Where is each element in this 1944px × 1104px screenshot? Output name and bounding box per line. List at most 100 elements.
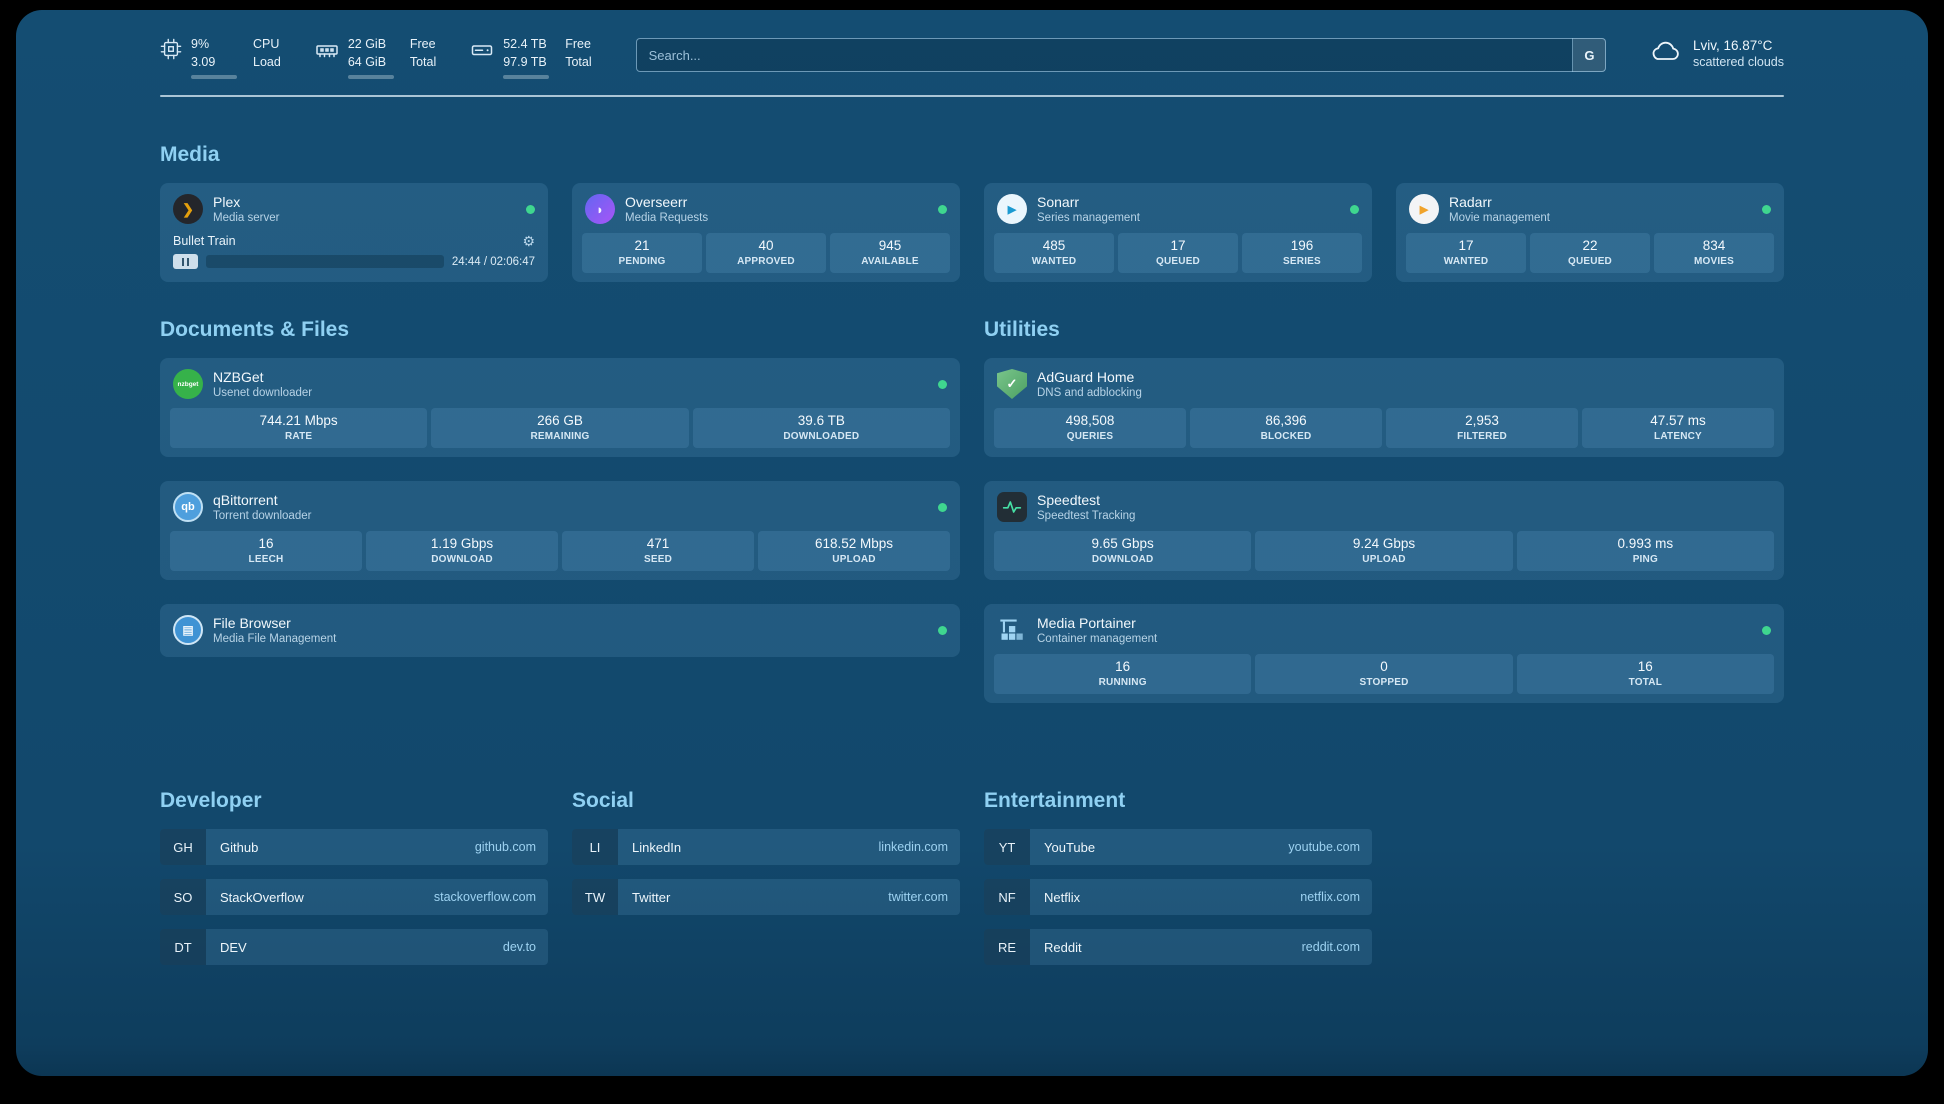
search-provider-button[interactable]: G xyxy=(1571,38,1606,72)
service-link-portainer[interactable]: Media Portainer Container management xyxy=(994,613,1774,654)
stat-label: SEED xyxy=(643,554,673,565)
now-playing-row: Bullet Train ⚙ xyxy=(170,233,538,248)
bookmark-name: LinkedIn xyxy=(632,839,682,855)
bookmark-youtube[interactable]: YT YouTube youtube.com xyxy=(984,829,1372,865)
stat-value: 9.24 Gbps xyxy=(1352,536,1416,551)
stat-box: 9.65 Gbps DOWNLOAD xyxy=(994,531,1252,571)
service-card-nzbget: nzbget NZBGet Usenet downloader 744.21 M… xyxy=(160,358,960,457)
stat-value: 498,508 xyxy=(1065,413,1115,428)
disk-readout: 52.4 TB Free 97.9 TB Total xyxy=(503,36,592,79)
service-meta: File Browser Media File Management xyxy=(213,615,336,645)
bookmark-url: youtube.com xyxy=(1288,840,1360,854)
bookmark-stackoverflow[interactable]: SO StackOverflow stackoverflow.com xyxy=(160,879,548,915)
stat-box: 618.52 Mbps UPLOAD xyxy=(758,531,950,571)
disk-free-value: 52.4 TB xyxy=(503,37,547,51)
stat-box: 21 PENDING xyxy=(582,233,702,273)
sonarr-icon: ▶ xyxy=(997,194,1027,224)
stats-row: 498,508 QUERIES 86,396 BLOCKED 2,953 FIL… xyxy=(994,408,1774,448)
search-input[interactable] xyxy=(635,38,1606,72)
radarr-icon: ▶ xyxy=(1409,194,1439,224)
cloud-icon xyxy=(1650,38,1682,69)
service-card-qbittorrent: qb qBittorrent Torrent downloader 16 LEE… xyxy=(160,481,960,580)
bookmark-group-empty xyxy=(1396,789,1784,979)
memory-total-value: 64 GiB xyxy=(347,54,387,69)
status-dot xyxy=(938,502,947,512)
stat-box: 40 APPROVED xyxy=(706,233,826,273)
plex-icon: ❯ xyxy=(173,194,203,224)
stat-label: UPLOAD xyxy=(832,554,876,565)
pause-button[interactable] xyxy=(173,254,198,269)
bookmark-abbr: NF xyxy=(984,879,1030,915)
service-link-overseerr[interactable]: ◗ Overseerr Media Requests xyxy=(582,192,950,233)
service-link-adguard[interactable]: ✓ AdGuard Home DNS and adblocking xyxy=(994,367,1774,408)
stat-box: 16 RUNNING xyxy=(994,654,1252,694)
weather-widget: Lviv, 16.87°C scattered clouds xyxy=(1650,38,1784,69)
service-name: File Browser xyxy=(213,615,291,631)
stat-value: 945 xyxy=(878,238,902,253)
bookmark-reddit[interactable]: RE Reddit reddit.com xyxy=(984,929,1372,965)
service-meta: Overseerr Media Requests xyxy=(625,194,708,224)
stat-box: 2,953 FILTERED xyxy=(1386,408,1578,448)
stat-label: REMAINING xyxy=(530,431,590,442)
plex-glyph: ❯ xyxy=(182,200,194,217)
utilities-column: Utilities ✓ AdGuard Home DNS and adblock… xyxy=(984,318,1784,727)
service-name: Overseerr xyxy=(625,194,688,210)
stats-row: 744.21 Mbps RATE 266 GB REMAINING 39.6 T… xyxy=(170,408,950,448)
bookmark-linkedin[interactable]: LI LinkedIn linkedin.com xyxy=(572,829,960,865)
service-link-qbittorrent[interactable]: qb qBittorrent Torrent downloader xyxy=(170,490,950,531)
stats-row: 16 RUNNING 0 STOPPED 16 TOTAL xyxy=(994,654,1774,694)
stat-box: 498,508 QUERIES xyxy=(994,408,1186,448)
stat-label: UPLOAD xyxy=(1362,554,1406,565)
disk-free-label: Free xyxy=(565,37,591,51)
stat-box: 0 STOPPED xyxy=(1255,654,1513,694)
stat-value: 86,396 xyxy=(1265,413,1307,428)
filebrowser-icon: ▤ xyxy=(173,615,203,645)
media-grid: ❯ Plex Media server Bullet Train ⚙ xyxy=(160,183,1784,282)
stat-box: 945 AVAILABLE xyxy=(830,233,950,273)
bookmark-url: linkedin.com xyxy=(878,840,948,854)
service-meta: Plex Media server xyxy=(213,194,279,224)
stat-label: QUEUED xyxy=(1568,256,1612,267)
service-meta: AdGuard Home DNS and adblocking xyxy=(1037,369,1142,399)
memory-progress-bar xyxy=(347,75,394,79)
bookmark-group-social: Social LI LinkedIn linkedin.com TW Twitt… xyxy=(572,789,960,979)
stat-value: 47.57 ms xyxy=(1650,413,1706,428)
stat-value: 266 GB xyxy=(537,413,583,428)
developer-group-title: Developer xyxy=(160,789,262,812)
status-dot xyxy=(526,204,535,214)
service-link-radarr[interactable]: ▶ Radarr Movie management xyxy=(1406,192,1774,233)
service-link-plex[interactable]: ❯ Plex Media server xyxy=(170,192,538,233)
cpu-load-value: 3.09 xyxy=(191,54,216,69)
bookmark-name: StackOverflow xyxy=(220,889,304,905)
stat-value: 485 xyxy=(1042,238,1066,253)
stat-label: WANTED xyxy=(1031,256,1077,267)
service-subtitle: Media File Management xyxy=(213,633,337,645)
bookmark-dev[interactable]: DT DEV dev.to xyxy=(160,929,548,965)
service-link-filebrowser[interactable]: ▤ File Browser Media File Management xyxy=(170,613,950,648)
stat-box: 196 SERIES xyxy=(1242,233,1362,273)
stat-label: LATENCY xyxy=(1654,431,1702,442)
bookmark-github[interactable]: GH Github github.com xyxy=(160,829,548,865)
service-name: Speedtest xyxy=(1037,492,1101,508)
service-card-portainer: Media Portainer Container management 16 … xyxy=(984,604,1784,703)
speedtest-icon xyxy=(997,492,1027,522)
service-subtitle: Series management xyxy=(1037,212,1140,224)
settings-gear-icon[interactable]: ⚙ xyxy=(522,233,535,249)
status-dot xyxy=(1762,204,1771,214)
adguard-glyph: ✓ xyxy=(1006,376,1018,391)
bookmark-twitter[interactable]: TW Twitter twitter.com xyxy=(572,879,960,915)
bookmark-name: YouTube xyxy=(1044,839,1096,855)
stats-row: 485 WANTED 17 QUEUED 196 SERIES xyxy=(994,233,1362,273)
service-subtitle: Movie management xyxy=(1449,212,1550,224)
qbittorrent-icon: qb xyxy=(173,492,203,522)
bookmark-netflix[interactable]: NF Netflix netflix.com xyxy=(984,879,1372,915)
service-link-nzbget[interactable]: nzbget NZBGet Usenet downloader xyxy=(170,367,950,408)
dashboard: 9% CPU 3.09 Load xyxy=(16,10,1928,1076)
stat-box: 266 GB REMAINING xyxy=(431,408,689,448)
service-link-sonarr[interactable]: ▶ Sonarr Series management xyxy=(994,192,1362,233)
bookmark-url: netflix.com xyxy=(1300,890,1360,904)
service-meta: Radarr Movie management xyxy=(1449,194,1550,224)
stat-label: PENDING xyxy=(618,256,666,267)
service-link-speedtest[interactable]: Speedtest Speedtest Tracking xyxy=(994,490,1774,531)
